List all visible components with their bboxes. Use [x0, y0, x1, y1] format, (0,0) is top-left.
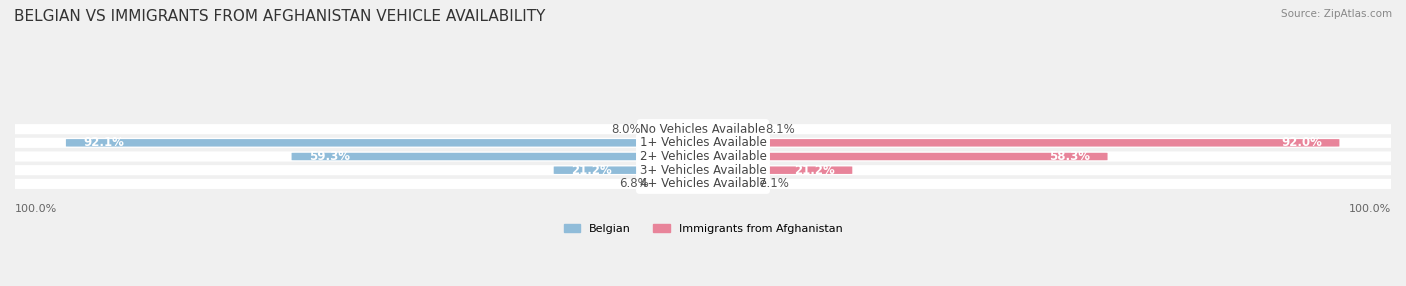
Text: 4+ Vehicles Available: 4+ Vehicles Available: [640, 177, 766, 190]
Text: 2+ Vehicles Available: 2+ Vehicles Available: [640, 150, 766, 163]
FancyBboxPatch shape: [700, 180, 755, 188]
FancyBboxPatch shape: [8, 152, 1398, 162]
FancyBboxPatch shape: [8, 179, 1398, 189]
Text: BELGIAN VS IMMIGRANTS FROM AFGHANISTAN VEHICLE AVAILABILITY: BELGIAN VS IMMIGRANTS FROM AFGHANISTAN V…: [14, 9, 546, 23]
FancyBboxPatch shape: [66, 139, 706, 146]
Text: 8.1%: 8.1%: [766, 123, 796, 136]
Text: 92.0%: 92.0%: [1281, 136, 1322, 149]
Text: 3+ Vehicles Available: 3+ Vehicles Available: [640, 164, 766, 177]
FancyBboxPatch shape: [700, 166, 852, 174]
FancyBboxPatch shape: [8, 138, 1398, 148]
FancyBboxPatch shape: [700, 125, 762, 133]
Text: 6.8%: 6.8%: [620, 177, 650, 190]
Text: 58.3%: 58.3%: [1049, 150, 1090, 163]
Text: 1+ Vehicles Available: 1+ Vehicles Available: [640, 136, 766, 149]
Text: 21.2%: 21.2%: [571, 164, 612, 177]
Text: 8.0%: 8.0%: [612, 123, 641, 136]
Text: 59.3%: 59.3%: [309, 150, 350, 163]
FancyBboxPatch shape: [700, 153, 1108, 160]
Text: 21.2%: 21.2%: [794, 164, 835, 177]
Text: 100.0%: 100.0%: [1348, 204, 1391, 214]
FancyBboxPatch shape: [8, 165, 1398, 175]
Text: 100.0%: 100.0%: [15, 204, 58, 214]
FancyBboxPatch shape: [554, 166, 706, 174]
Text: Source: ZipAtlas.com: Source: ZipAtlas.com: [1281, 9, 1392, 19]
FancyBboxPatch shape: [8, 124, 1398, 134]
Text: No Vehicles Available: No Vehicles Available: [640, 123, 766, 136]
Legend: Belgian, Immigrants from Afghanistan: Belgian, Immigrants from Afghanistan: [560, 219, 846, 238]
FancyBboxPatch shape: [291, 153, 706, 160]
Text: 92.1%: 92.1%: [83, 136, 124, 149]
FancyBboxPatch shape: [652, 180, 706, 188]
FancyBboxPatch shape: [700, 139, 1340, 146]
Text: 7.1%: 7.1%: [759, 177, 789, 190]
FancyBboxPatch shape: [644, 125, 706, 133]
